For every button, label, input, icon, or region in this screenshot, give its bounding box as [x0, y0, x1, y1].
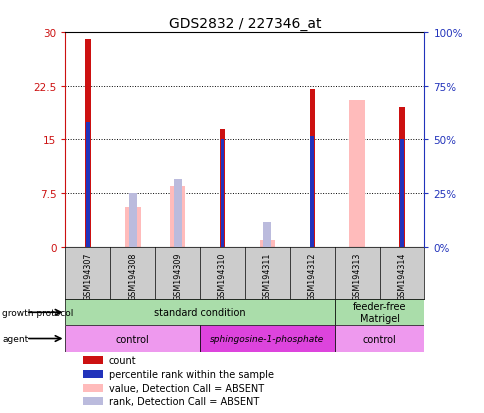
Bar [85, 40, 91, 247]
Bar [128, 194, 136, 247]
Bar [310, 137, 313, 247]
Bar [219, 129, 225, 247]
Text: control: control [116, 334, 150, 344]
Text: GSM194314: GSM194314 [396, 252, 406, 301]
Bar [86, 122, 90, 247]
Text: growth protocol: growth protocol [2, 308, 74, 317]
Bar [399, 140, 403, 247]
Bar [263, 222, 271, 247]
Text: count: count [108, 355, 136, 366]
Title: GDS2832 / 227346_at: GDS2832 / 227346_at [168, 17, 320, 31]
Text: percentile rank within the sample: percentile rank within the sample [108, 369, 273, 379]
Bar [200, 325, 334, 352]
Text: sphingosine-1-phosphate: sphingosine-1-phosphate [210, 334, 324, 343]
Bar [83, 397, 103, 406]
Text: agent: agent [2, 334, 29, 343]
Bar [398, 108, 404, 247]
Bar [334, 325, 424, 352]
Text: standard condition: standard condition [154, 308, 245, 318]
Bar [83, 370, 103, 378]
Text: GSM194311: GSM194311 [262, 252, 272, 301]
Text: feeder-free
Matrigel: feeder-free Matrigel [352, 302, 406, 323]
Bar [348, 101, 364, 247]
Bar [259, 240, 274, 247]
Text: GSM194307: GSM194307 [83, 252, 92, 301]
Text: GSM194312: GSM194312 [307, 252, 316, 301]
Bar [173, 179, 182, 247]
Bar [125, 208, 140, 247]
Bar [309, 90, 314, 247]
Bar [220, 140, 224, 247]
Text: GSM194308: GSM194308 [128, 252, 137, 301]
Bar [83, 356, 103, 364]
Bar [334, 299, 424, 325]
Text: GSM194313: GSM194313 [352, 252, 361, 301]
Text: value, Detection Call = ABSENT: value, Detection Call = ABSENT [108, 383, 263, 393]
Bar [65, 325, 199, 352]
Bar [83, 384, 103, 392]
Text: rank, Detection Call = ABSENT: rank, Detection Call = ABSENT [108, 396, 258, 406]
Text: GSM194310: GSM194310 [217, 252, 227, 301]
Bar [65, 299, 334, 325]
Text: GSM194309: GSM194309 [173, 252, 182, 301]
Bar [169, 186, 185, 247]
Text: control: control [362, 334, 395, 344]
